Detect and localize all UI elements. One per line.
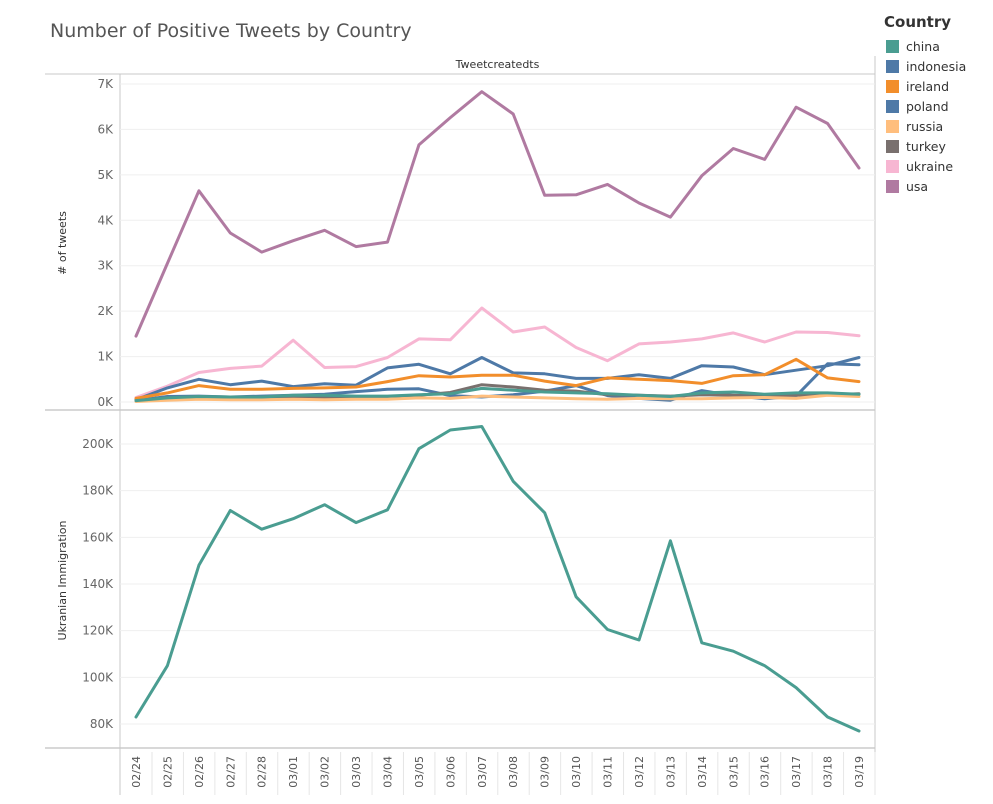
legend-swatch — [886, 59, 899, 73]
series-line-ukraine — [134, 306, 861, 399]
legend-item-indonesia[interactable]: indonesia — [886, 57, 966, 75]
x-tick-label: 03/10 — [570, 756, 583, 788]
panel-immigration: 80K 100K 120K 140K 160K 180K 200K Ukranian Immi… — [56, 425, 875, 733]
legend-item-ukraine[interactable]: ukraine — [886, 157, 953, 175]
series-line-china — [134, 386, 861, 403]
legend-item-turkey[interactable]: turkey — [886, 137, 946, 155]
legend-label: ukraine — [906, 158, 954, 174]
x-tick-label: 03/17 — [790, 756, 803, 788]
x-tick-label: 02/24 — [130, 756, 143, 788]
legend-label: turkey — [906, 138, 946, 154]
x-tick-label: 03/04 — [381, 756, 394, 788]
legend-item-usa[interactable]: usa — [886, 177, 928, 195]
series-line-poland — [134, 356, 861, 402]
x-tick-label: 03/15 — [727, 756, 740, 788]
legend-item-poland[interactable]: poland — [886, 97, 949, 115]
y-tick-label: 5K — [97, 168, 114, 182]
x-tick-label: 03/18 — [822, 756, 835, 788]
legend-swatch — [886, 119, 899, 133]
legend-swatch — [886, 79, 899, 93]
y-tick-label: 120K — [82, 624, 114, 638]
y-tick-label: 100K — [82, 670, 114, 684]
y-tick-label: 3K — [97, 259, 114, 273]
x-tick-label: 02/25 — [161, 756, 174, 788]
x-tick-label: 03/08 — [507, 756, 520, 788]
y-tick-label: 140K — [82, 577, 114, 591]
x-tick-label: 03/13 — [664, 756, 677, 788]
legend-label: russia — [906, 118, 944, 134]
legend-label: china — [906, 38, 940, 54]
y-tick-label: 6K — [97, 122, 114, 136]
y-tick-label: 4K — [97, 213, 114, 227]
legend-item-russia[interactable]: russia — [886, 117, 943, 135]
series-line-ireland — [134, 357, 861, 400]
y-tick-label: 180K — [82, 484, 114, 498]
x-tick-label: 03/01 — [287, 756, 300, 788]
x-tick-label: 03/02 — [319, 756, 332, 788]
legend-swatch — [886, 159, 899, 173]
legend-item-ireland[interactable]: ireland — [886, 77, 949, 95]
y-axis-title: Ukranian Immigration — [56, 520, 69, 640]
legend-label: usa — [906, 178, 929, 194]
x-tick-label: 03/12 — [633, 756, 646, 788]
x-tick-label: 03/06 — [444, 756, 457, 788]
series-line-russia — [134, 393, 861, 403]
y-tick-label: 2K — [97, 304, 114, 318]
x-tick-label: 03/05 — [413, 756, 426, 788]
chart-title: Number of Positive Tweets by Country — [50, 20, 412, 42]
y-tick-label: 200K — [82, 437, 114, 451]
x-tick-label: 03/07 — [476, 756, 489, 788]
x-tick-label: 03/19 — [853, 756, 866, 788]
legend-item-china[interactable]: china — [886, 37, 940, 55]
y-axis-title: # of tweets — [56, 211, 69, 275]
y-tick-label: 160K — [82, 530, 114, 544]
legend-title: Country — [884, 13, 952, 31]
x-tick-label: 03/11 — [602, 756, 615, 788]
x-tick-label: 03/16 — [759, 756, 772, 788]
legend-swatch — [886, 99, 899, 113]
x-tick-label: 03/09 — [539, 756, 552, 788]
legend-label: indonesia — [906, 58, 967, 74]
column-header: Tweetcreatedts — [455, 58, 540, 71]
y-tick-label: 80K — [90, 717, 114, 731]
legend-swatch — [886, 179, 899, 193]
panel-tweets: 0K 1K 2K 3K 4K 5K 6K 7K # of tweets — [56, 77, 875, 409]
x-tick-label: 02/26 — [193, 756, 206, 788]
x-tick-label: 02/28 — [256, 756, 269, 788]
y-tick-label: 7K — [97, 77, 114, 91]
x-tick-label: 02/27 — [224, 756, 237, 788]
legend-label: ireland — [906, 78, 950, 94]
legend-swatch — [886, 39, 899, 53]
legend-swatch — [886, 139, 899, 153]
x-tick-label: 03/14 — [696, 756, 709, 788]
series-line-usa — [134, 90, 861, 338]
legend-label: poland — [906, 98, 949, 114]
series-line-immigration — [134, 425, 861, 733]
y-tick-label: 0K — [97, 395, 114, 409]
y-tick-label: 1K — [97, 350, 114, 364]
x-tick-label: 03/03 — [350, 756, 363, 788]
